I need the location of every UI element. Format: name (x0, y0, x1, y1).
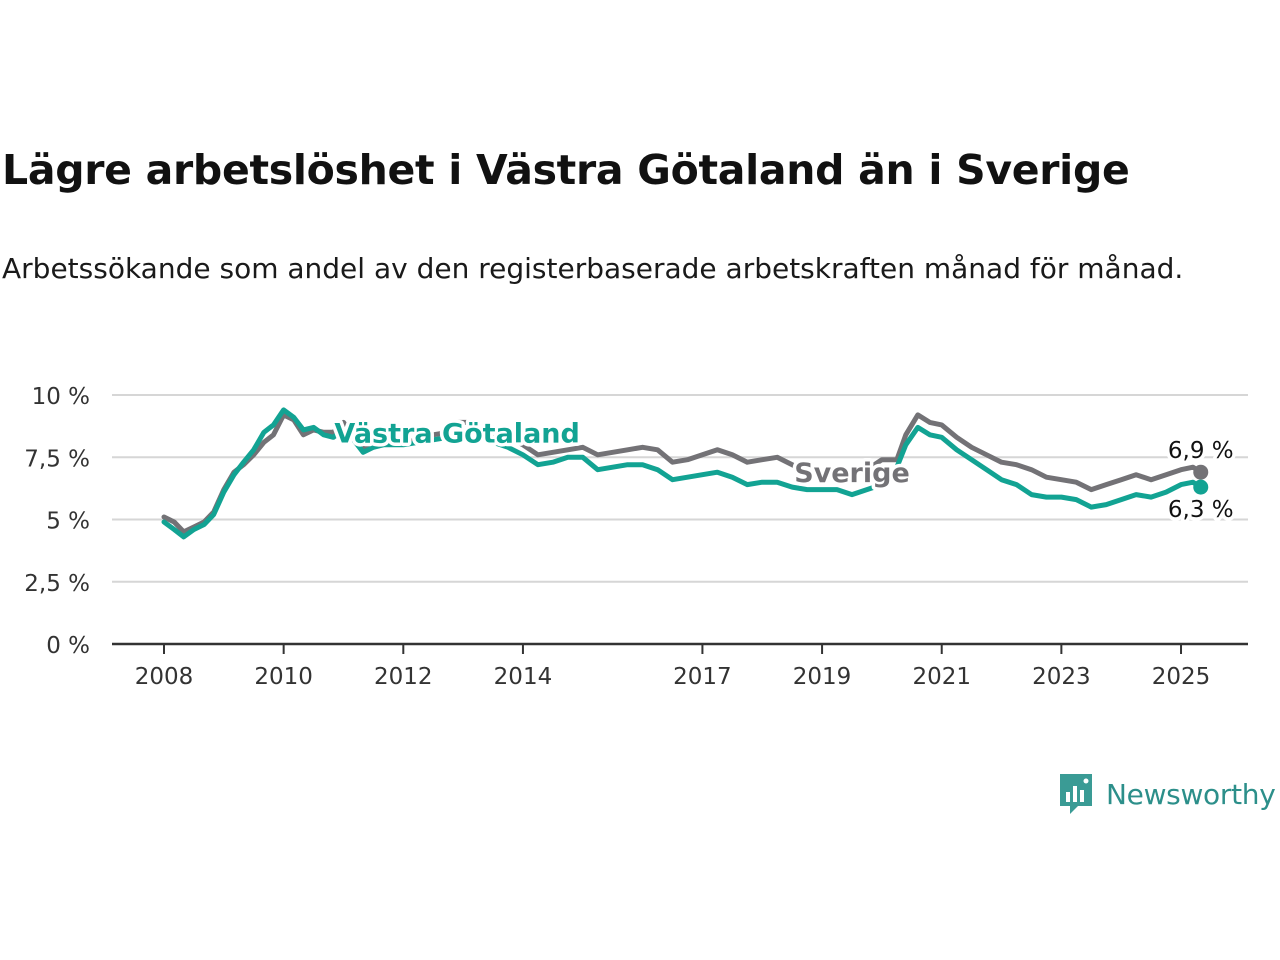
y-tick-label: 0 % (46, 633, 90, 659)
end-point-sverige (1193, 464, 1209, 480)
newsworthy-logo[interactable]: Newsworthy (1058, 772, 1276, 816)
x-tick-label: 2010 (254, 664, 313, 690)
series-label-vastra-gotaland: Västra Götaland (334, 418, 579, 449)
brand-name: Newsworthy (1106, 777, 1276, 811)
series-label-sverige: Sverige (794, 458, 910, 489)
chart-subtitle: Arbetssökande som andel av den registerb… (2, 252, 1184, 285)
end-label-sverige: 6,9 % (1168, 438, 1234, 464)
series-lines (161, 407, 1209, 540)
x-tick-label: 2021 (912, 664, 971, 690)
series-label-vastra-gotaland-halo: Västra Götaland (334, 418, 579, 449)
x-tick-label: 2012 (374, 664, 433, 690)
grid-lines (112, 394, 1248, 583)
end-label-vastra-gotaland-halo: 6,3 % (1168, 497, 1234, 523)
x-tick-label: 2025 (1152, 664, 1211, 690)
y-tick-label: 2,5 % (24, 571, 90, 597)
x-axis: 2008 2010 2012 2014 2017 2019 2021 2023 2025 (112, 642, 1248, 690)
y-tick-label: 10 % (32, 384, 90, 410)
x-tick-label: 2019 (793, 664, 852, 690)
x-tick-label: 2023 (1032, 664, 1091, 690)
x-tick-label: 2014 (494, 664, 553, 690)
y-axis: 10 % 7,5 % 5 % 2,5 % 0 % (24, 384, 90, 659)
series-line-vastra-gotaland (161, 407, 1204, 540)
line-chart: 10 % 7,5 % 5 % 2,5 % 0 % 2008 2010 2012 2014 201… (24, 384, 1248, 690)
newsworthy-logo-icon (1060, 774, 1092, 814)
series-label-sverige-halo: Sverige (794, 458, 910, 489)
chart-title: Lägre arbetslöshet i Västra Götaland än … (2, 146, 1130, 194)
end-point-vastra-gotaland (1193, 479, 1209, 495)
y-tick-label: 5 % (46, 509, 90, 535)
x-tick-label: 2017 (673, 664, 732, 690)
end-label-vastra-gotaland: 6,3 % (1168, 497, 1234, 523)
x-tick-label: 2008 (135, 664, 194, 690)
y-tick-label: 7,5 % (24, 446, 90, 472)
end-label-sverige-halo: 6,9 % (1168, 438, 1234, 464)
